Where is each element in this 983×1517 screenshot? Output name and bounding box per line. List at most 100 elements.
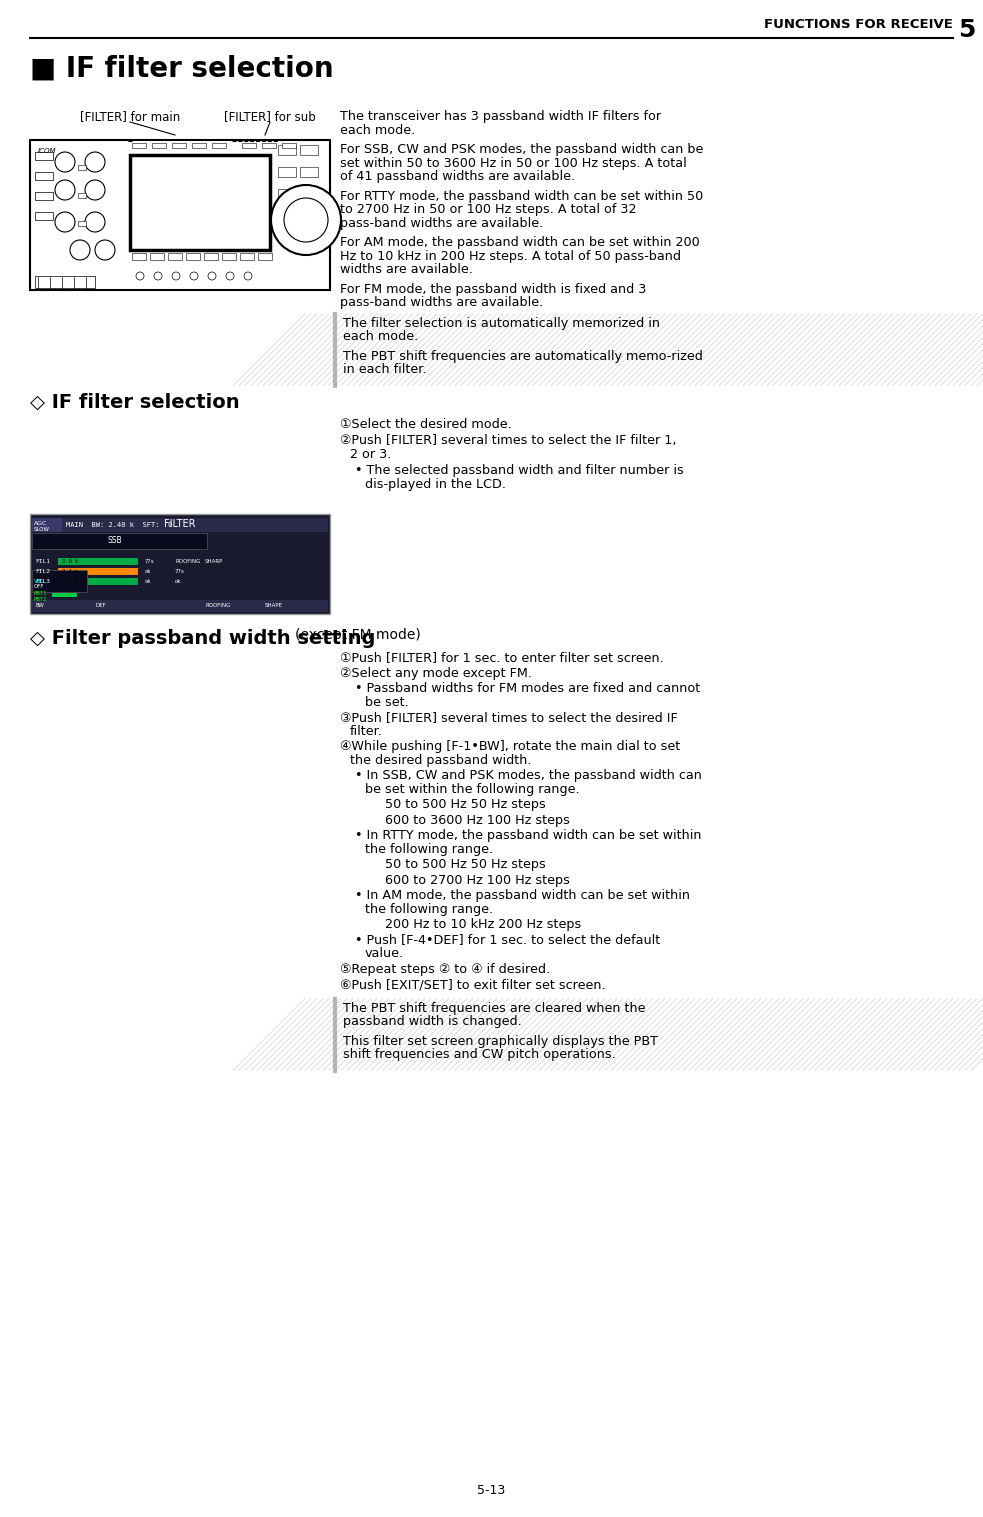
Bar: [130, 155, 270, 250]
Circle shape: [136, 272, 144, 281]
Bar: [240, 253, 254, 259]
Text: in each filter.: in each filter.: [343, 363, 427, 376]
Text: ◇ Filter passband width setting: ◇ Filter passband width setting: [30, 630, 376, 648]
Bar: [132, 253, 146, 259]
Text: the following range.: the following range.: [365, 903, 493, 915]
Bar: [32, 517, 62, 532]
Text: FIL2: FIL2: [35, 569, 50, 573]
Text: 50 to 500 Hz 50 Hz steps: 50 to 500 Hz 50 Hz steps: [385, 798, 546, 812]
Bar: [152, 143, 166, 149]
Circle shape: [85, 212, 105, 232]
Circle shape: [190, 272, 198, 281]
Text: each mode.: each mode.: [340, 123, 415, 137]
Bar: [300, 146, 318, 155]
Text: 2 or 3.: 2 or 3.: [350, 448, 391, 461]
Text: [FILTER] for sub: [FILTER] for sub: [224, 111, 316, 123]
Text: 600 to 3600 Hz 100 Hz steps: 600 to 3600 Hz 100 Hz steps: [385, 813, 570, 827]
Text: the desired passband width.: the desired passband width.: [350, 754, 532, 766]
Bar: [222, 253, 236, 259]
Text: 1.8 k: 1.8 k: [62, 578, 79, 584]
Circle shape: [85, 181, 105, 200]
Text: For RTTY mode, the passband width can be set within 50: For RTTY mode, the passband width can be…: [340, 190, 703, 202]
Bar: [32, 532, 207, 549]
Bar: [132, 143, 146, 149]
Bar: [58, 558, 138, 564]
Text: [FILTER] for main: [FILTER] for main: [80, 111, 180, 123]
Text: 5: 5: [957, 18, 975, 42]
Text: ok: ok: [145, 569, 151, 573]
Text: each mode.: each mode.: [343, 331, 418, 343]
Text: The PBT shift frequencies are automatically memo-rized: The PBT shift frequencies are automatica…: [343, 349, 703, 363]
Bar: [78, 221, 86, 226]
Text: ①Select the desired mode.: ①Select the desired mode.: [340, 417, 512, 431]
Bar: [300, 190, 318, 199]
Text: ROOFING: ROOFING: [205, 602, 230, 607]
Bar: [35, 193, 53, 200]
Bar: [168, 253, 182, 259]
Text: For AM mode, the passband width can be set within 200: For AM mode, the passband width can be s…: [340, 237, 700, 249]
Circle shape: [271, 185, 341, 255]
Text: dis-played in the LCD.: dis-played in the LCD.: [365, 478, 506, 490]
Text: ROOFING: ROOFING: [175, 558, 201, 563]
Circle shape: [70, 240, 90, 259]
Text: ICOM: ICOM: [38, 149, 56, 155]
Bar: [58, 578, 138, 586]
Text: of 41 passband widths are available.: of 41 passband widths are available.: [340, 170, 575, 184]
Bar: [30, 140, 330, 290]
Text: filter.: filter.: [350, 725, 382, 737]
Circle shape: [284, 199, 328, 243]
Bar: [35, 152, 53, 159]
Text: The transceiver has 3 passband width IF filters for: The transceiver has 3 passband width IF …: [340, 111, 662, 123]
Text: FIL1: FIL1: [35, 558, 50, 563]
Text: ①Push [FILTER] for 1 sec. to enter filter set screen.: ①Push [FILTER] for 1 sec. to enter filte…: [340, 651, 664, 664]
Text: For FM mode, the passband width is fixed and 3: For FM mode, the passband width is fixed…: [340, 282, 647, 296]
Bar: [258, 253, 272, 259]
Text: set within 50 to 3600 Hz in 50 or 100 Hz steps. A total: set within 50 to 3600 Hz in 50 or 100 Hz…: [340, 156, 687, 170]
Bar: [278, 190, 296, 199]
Bar: [52, 593, 77, 598]
Circle shape: [226, 272, 234, 281]
Text: FILTER: FILTER: [164, 519, 196, 529]
Text: PBT2: PBT2: [34, 596, 47, 602]
Text: • In AM mode, the passband width can be set within: • In AM mode, the passband width can be …: [355, 889, 690, 903]
Bar: [300, 167, 318, 177]
Circle shape: [95, 240, 115, 259]
Text: Hz to 10 kHz in 200 Hz steps. A total of 50 pass-band: Hz to 10 kHz in 200 Hz steps. A total of…: [340, 249, 681, 262]
Text: 77s: 77s: [145, 558, 154, 563]
Bar: [212, 143, 226, 149]
Text: BW: BW: [35, 602, 44, 607]
Text: 50 to 500 Hz 50 Hz steps: 50 to 500 Hz 50 Hz steps: [385, 859, 546, 871]
Circle shape: [154, 272, 162, 281]
Bar: [32, 601, 328, 611]
Text: 77s: 77s: [175, 569, 185, 573]
Text: FUNCTIONS FOR RECEIVE: FUNCTIONS FOR RECEIVE: [764, 18, 953, 30]
Bar: [242, 143, 256, 149]
Circle shape: [172, 272, 180, 281]
Bar: [58, 567, 138, 575]
Bar: [192, 143, 206, 149]
Text: • Push [F-4•DEF] for 1 sec. to select the default: • Push [F-4•DEF] for 1 sec. to select th…: [355, 933, 661, 947]
Circle shape: [55, 212, 75, 232]
Bar: [186, 253, 200, 259]
Bar: [300, 211, 318, 221]
Text: the following range.: the following range.: [365, 842, 493, 856]
Bar: [278, 211, 296, 221]
Bar: [172, 143, 186, 149]
Bar: [262, 143, 276, 149]
Text: SHARP: SHARP: [205, 558, 223, 563]
Text: ④While pushing [F-1•BW], rotate the main dial to set: ④While pushing [F-1•BW], rotate the main…: [340, 740, 680, 752]
Bar: [278, 146, 296, 155]
Text: value.: value.: [365, 947, 404, 960]
Circle shape: [85, 152, 105, 171]
Text: shift frequencies and CW pitch operations.: shift frequencies and CW pitch operation…: [343, 1048, 615, 1060]
Text: AGC: AGC: [34, 520, 47, 525]
Circle shape: [208, 272, 216, 281]
Bar: [35, 276, 95, 288]
Text: ok: ok: [145, 578, 151, 584]
Bar: [35, 212, 53, 220]
Circle shape: [244, 272, 252, 281]
Text: OFF: OFF: [34, 584, 44, 589]
Text: (except FM mode): (except FM mode): [295, 628, 421, 642]
Text: • Passband widths for FM modes are fixed and cannot: • Passband widths for FM modes are fixed…: [355, 683, 700, 695]
Text: be set.: be set.: [365, 695, 409, 708]
